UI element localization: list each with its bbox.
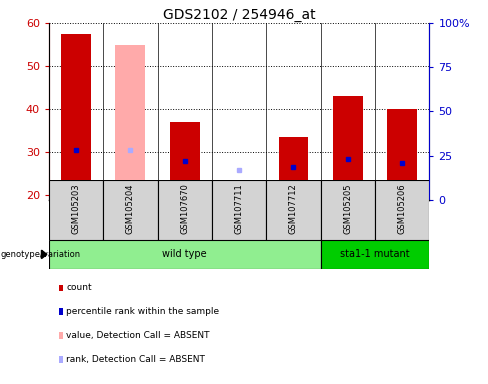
Bar [321, 240, 429, 269]
Text: GSM105203: GSM105203 [71, 184, 81, 234]
Text: GSM107711: GSM107711 [235, 184, 244, 234]
Text: wild type: wild type [163, 249, 207, 260]
Title: GDS2102 / 254946_at: GDS2102 / 254946_at [163, 8, 315, 22]
Text: GSM105205: GSM105205 [344, 184, 352, 234]
Bar [333, 96, 363, 200]
Bar [170, 122, 200, 200]
Text: GSM107712: GSM107712 [289, 184, 298, 234]
Text: sta1-1 mutant: sta1-1 mutant [340, 249, 410, 260]
Text: genotype/variation: genotype/variation [1, 250, 81, 259]
Bar [224, 180, 254, 200]
Bar [49, 240, 321, 269]
Text: GSM105206: GSM105206 [398, 184, 407, 234]
Text: count: count [66, 283, 92, 293]
Bar [266, 180, 321, 240]
Text: value, Detection Call = ABSENT: value, Detection Call = ABSENT [66, 331, 210, 340]
Bar [279, 137, 308, 200]
Text: GSM107670: GSM107670 [180, 184, 189, 234]
Text: GSM105204: GSM105204 [126, 184, 135, 234]
Bar [49, 180, 103, 240]
Text: rank, Detection Call = ABSENT: rank, Detection Call = ABSENT [66, 355, 205, 364]
Bar [321, 180, 375, 240]
Bar [116, 45, 145, 200]
Bar [212, 180, 266, 240]
Bar [387, 109, 417, 200]
Bar [158, 180, 212, 240]
Bar [103, 180, 158, 240]
Bar [61, 34, 91, 200]
Bar [375, 180, 429, 240]
Text: percentile rank within the sample: percentile rank within the sample [66, 307, 220, 316]
